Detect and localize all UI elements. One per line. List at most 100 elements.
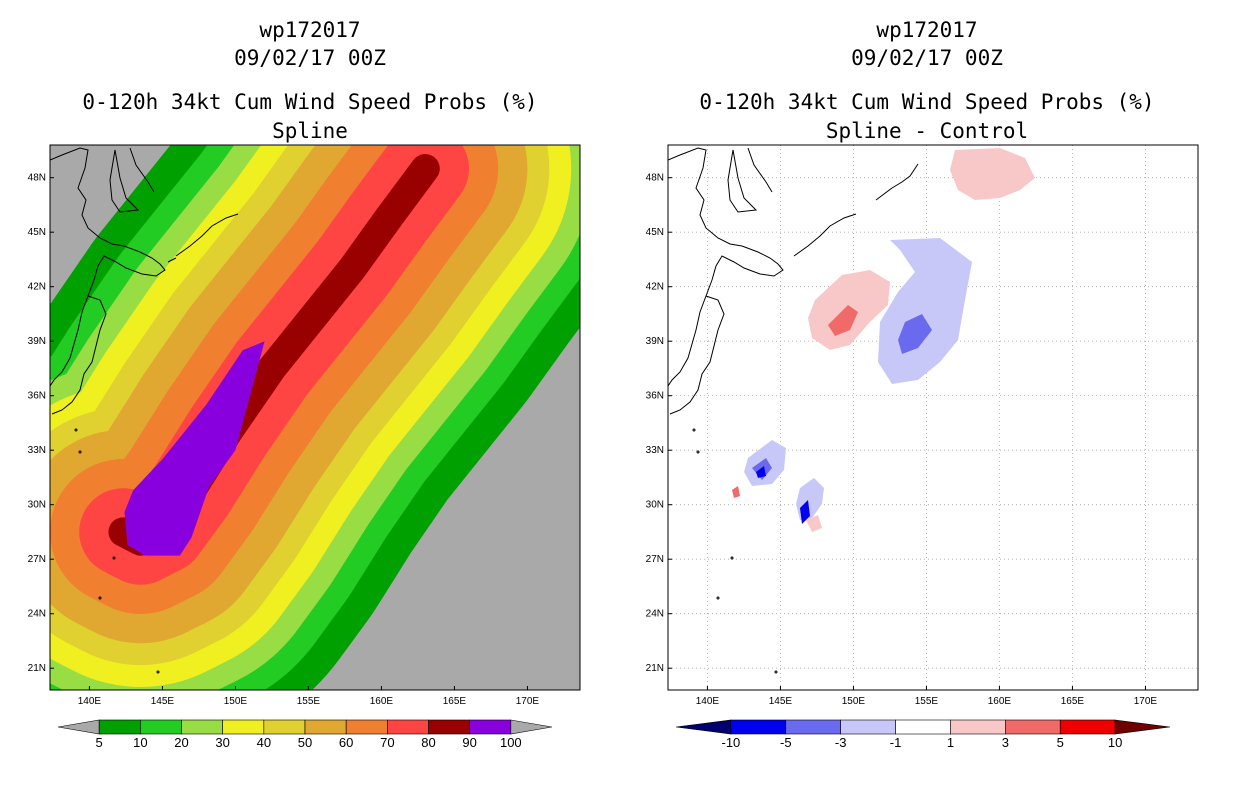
colorbar-label: 5	[96, 735, 103, 750]
left-title-date: 09/02/17 00Z	[234, 46, 386, 70]
colorbar-label: -3	[835, 735, 847, 750]
left-title-storm: wp172017	[259, 18, 361, 42]
colorbar-label: -1	[890, 735, 902, 750]
x-tick-label: 155E	[915, 696, 939, 707]
left-coastline	[50, 147, 239, 674]
x-tick-label: 150E	[842, 696, 866, 707]
colorbar-segment	[222, 719, 265, 735]
y-tick-label: 42N	[646, 282, 664, 293]
diff-blob-north	[950, 148, 1035, 200]
y-tick-label: 24N	[646, 609, 664, 620]
y-tick-label: 33N	[646, 445, 664, 456]
y-tick-label: 30N	[646, 500, 664, 511]
probability-swath	[50, 145, 580, 690]
diff-blob-pos-29n	[806, 515, 822, 532]
y-tick-label: 48N	[28, 173, 46, 184]
colorbar-label: 10	[133, 735, 147, 750]
x-tick-label: 170E	[1134, 696, 1158, 707]
y-tick-label: 45N	[646, 227, 664, 238]
y-tick-label: 30N	[28, 500, 46, 511]
left-title-product: 0-120h 34kt Cum Wind Speed Probs (%)	[82, 90, 538, 114]
y-tick-label: 45N	[28, 227, 46, 238]
right-map-frame	[667, 144, 1199, 691]
y-tick-label: 21N	[646, 663, 664, 674]
x-tick-label: 140E	[78, 696, 102, 707]
colorbar-segment	[469, 719, 512, 735]
diff-blob-pos-42n-core	[828, 305, 858, 336]
colorbar-segment	[730, 719, 787, 735]
colorbar-label: -10	[721, 735, 740, 750]
diff-blob-neg-39n-core	[898, 314, 932, 354]
y-tick-label: 39N	[28, 336, 46, 347]
colorbar-label: 5	[1057, 735, 1064, 750]
colorbar-label: 3	[1002, 735, 1009, 750]
left-title-model: Spline	[272, 119, 348, 143]
right-title-product: 0-120h 34kt Cum Wind Speed Probs (%)	[699, 90, 1155, 114]
colorbar-segment	[181, 719, 223, 735]
y-tick-label: 39N	[646, 336, 664, 347]
colorbar-label: 60	[339, 735, 353, 750]
diff-blob-neg-30n-core	[800, 500, 810, 524]
colorbar-segment	[510, 719, 553, 735]
colorbar-label: 20	[174, 735, 188, 750]
x-tick-label: 165E	[1061, 696, 1085, 707]
right-x-axis: 140E 145E 150E 155E 160E 165E 170E	[696, 686, 1158, 707]
colorbar-segment	[785, 719, 841, 735]
y-tick-label: 33N	[28, 445, 46, 456]
x-tick-label: 155E	[297, 696, 321, 707]
colorbar-segment	[1059, 719, 1116, 735]
colorbar-label: 1	[947, 735, 954, 750]
left-y-axis: 48N 45N 42N 39N 36N 33N 30N 27N 24N 21N	[28, 173, 54, 674]
x-tick-label: 145E	[151, 696, 175, 707]
colorbar-label: -5	[780, 735, 792, 750]
right-map: 140E 145E 150E 155E 160E 165E 170E 48N 45N 42N 39…	[646, 144, 1199, 707]
x-tick-label: 150E	[224, 696, 248, 707]
colorbar-label: 90	[462, 735, 476, 750]
colorbar-label: 40	[257, 735, 271, 750]
left-colorbar: 5 10 20 30 40 50 60 70 80 90 100	[57, 719, 553, 750]
x-tick-label: 140E	[696, 696, 720, 707]
diff-blob-neg-32n-core	[756, 466, 766, 478]
x-tick-label: 145E	[769, 696, 793, 707]
left-map-frame	[49, 144, 581, 691]
left-map: 140E 145E 150E 155E 160E 165E 170E 48N 45N 42N 39…	[28, 144, 581, 707]
right-y-axis: 48N 45N 42N 39N 36N 33N 30N 27N 24N 21N	[646, 173, 672, 674]
right-coastline	[668, 147, 919, 674]
y-tick-label: 27N	[28, 554, 46, 565]
colorbar-segment	[98, 719, 141, 735]
colorbar-label: 10	[1108, 735, 1122, 750]
y-tick-label: 21N	[28, 663, 46, 674]
colorbar-label: 50	[298, 735, 312, 750]
prob-band-100	[124, 341, 265, 556]
right-title-date: 09/02/17 00Z	[851, 46, 1003, 70]
right-title-model: Spline - Control	[825, 119, 1029, 143]
colorbar-segment	[840, 719, 896, 735]
colorbar-segment	[345, 719, 388, 735]
x-tick-label: 165E	[443, 696, 467, 707]
colorbar-label: 80	[421, 735, 435, 750]
colorbar-segment	[1114, 719, 1171, 735]
diff-blob-pos-30n	[732, 486, 740, 498]
colorbar-label: 70	[380, 735, 394, 750]
colorbar-segment	[950, 719, 1006, 735]
colorbar-segment	[140, 719, 182, 735]
colorbar-segment	[263, 719, 306, 735]
y-tick-label: 36N	[646, 391, 664, 402]
difference-field	[732, 148, 1035, 532]
right-colorbar: -10 -5 -3 -1 1 3 5 10	[675, 719, 1171, 750]
colorbar-segment	[304, 719, 347, 735]
y-tick-label: 36N	[28, 391, 46, 402]
right-map-background	[668, 145, 1198, 690]
right-title-storm: wp172017	[876, 18, 978, 42]
colorbar-segment	[57, 719, 100, 735]
x-tick-label: 160E	[370, 696, 394, 707]
y-tick-label: 48N	[646, 173, 664, 184]
x-tick-label: 160E	[988, 696, 1012, 707]
colorbar-segment	[387, 719, 429, 735]
y-tick-label: 24N	[28, 609, 46, 620]
x-tick-label: 170E	[516, 696, 540, 707]
left-x-axis: 140E 145E 150E 155E 160E 165E 170E	[78, 686, 540, 707]
colorbar-segment	[895, 719, 951, 735]
colorbar-label: 30	[215, 735, 229, 750]
